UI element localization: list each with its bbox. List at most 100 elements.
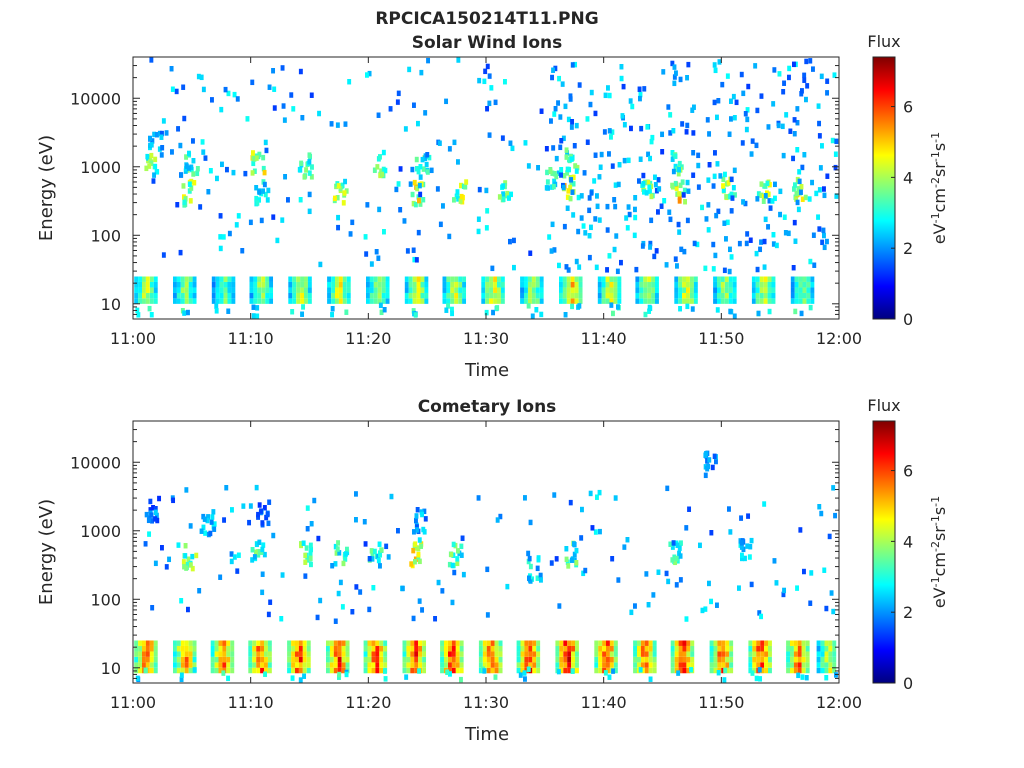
cluster-cell	[144, 511, 149, 518]
burst-cell	[575, 667, 579, 674]
burst-cell	[345, 651, 350, 657]
scatter-cell	[741, 90, 746, 97]
scatter-cell	[549, 118, 553, 124]
burst-cell	[458, 287, 463, 293]
cluster-cell	[420, 156, 425, 163]
burst-cell	[617, 282, 622, 288]
burst-cell	[786, 640, 791, 646]
burst-tail-cell	[411, 308, 416, 314]
burst-cell	[304, 292, 308, 299]
burst-cell	[424, 292, 429, 299]
burst-cell	[385, 298, 390, 304]
scatter-cell	[610, 129, 615, 135]
burst-cell	[768, 651, 772, 657]
cluster-cell	[678, 182, 683, 189]
burst-cell	[142, 292, 146, 299]
burst-cell	[173, 646, 177, 652]
burst-cell	[555, 662, 560, 668]
cluster-cell	[501, 191, 506, 197]
burst-cell	[832, 651, 837, 657]
y-tick-label: 10000	[70, 89, 121, 108]
burst-cell	[524, 651, 529, 657]
burst-cell	[500, 276, 505, 282]
burst-cell	[402, 651, 407, 657]
scatter-cell	[811, 232, 816, 238]
burst-tail-cell	[459, 676, 463, 683]
burst-cell	[215, 292, 220, 299]
burst-cell	[724, 282, 729, 288]
burst-cell	[173, 287, 177, 293]
burst-cell	[451, 651, 456, 657]
burst-cell	[574, 298, 579, 304]
scatter-cell	[568, 96, 573, 102]
scatter-cell	[737, 240, 742, 247]
burst-cell	[455, 662, 460, 668]
cluster-cell	[340, 182, 345, 189]
burst-cell	[383, 651, 388, 657]
cluster-cell	[569, 180, 574, 186]
burst-cell	[516, 656, 521, 663]
scatter-cell	[365, 72, 369, 78]
cluster-cell	[459, 182, 463, 189]
burst-cell	[287, 640, 292, 646]
burst-cell	[732, 276, 737, 282]
scatter-cell	[616, 181, 621, 188]
burst-cell	[375, 640, 380, 646]
scatter-cell	[569, 124, 574, 130]
burst-tail-cell	[446, 303, 451, 309]
scatter-cell	[607, 92, 612, 99]
scatter-cell	[201, 86, 206, 93]
scatter-cell	[654, 248, 659, 254]
burst-cell	[729, 662, 734, 668]
cluster-cell	[182, 199, 187, 206]
burst-cell	[655, 298, 659, 304]
cluster-cell	[262, 505, 267, 511]
burst-cell	[709, 656, 714, 663]
burst-cell	[329, 646, 334, 652]
scatter-cell	[187, 150, 191, 157]
burst-cell	[713, 287, 718, 293]
scatter-cell	[365, 202, 370, 208]
burst-cell	[498, 640, 503, 646]
burst-tail-cell	[808, 304, 813, 311]
burst-cell	[497, 298, 501, 304]
scatter-cell	[433, 616, 438, 622]
burst-cell	[717, 276, 721, 282]
burst-cell	[153, 298, 158, 304]
burst-cell	[751, 287, 756, 293]
cluster-cell	[759, 181, 764, 187]
burst-cell	[563, 662, 568, 668]
burst-cell	[371, 662, 376, 668]
burst-cell	[686, 282, 690, 288]
scatter-cell	[241, 503, 246, 509]
burst-cell	[231, 287, 236, 293]
scatter-cell	[792, 61, 796, 68]
burst-cell	[383, 662, 388, 668]
burst-cell	[790, 282, 795, 288]
scatter-cell	[236, 213, 241, 219]
scatter-cell	[149, 57, 154, 63]
burst-cell	[442, 292, 447, 299]
scatter-cell	[809, 570, 814, 576]
cluster-cell	[793, 182, 797, 188]
burst-cell	[528, 656, 533, 663]
burst-cell	[652, 662, 657, 668]
burst-cell	[605, 282, 610, 288]
cluster-cell	[309, 561, 313, 568]
burst-tail-cell	[796, 672, 801, 679]
cluster-cell	[673, 163, 678, 170]
scatter-cell	[729, 176, 734, 183]
burst-cell	[292, 298, 297, 304]
burst-cell	[302, 640, 307, 646]
scatter-cell	[617, 162, 622, 168]
burst-cell	[408, 276, 413, 282]
scatter-cell	[503, 79, 507, 85]
burst-cell	[298, 667, 303, 674]
burst-cell	[410, 640, 415, 646]
scatter-cell	[704, 216, 709, 222]
scatter-cell	[526, 550, 531, 557]
scatter-cell	[374, 249, 379, 255]
scatter-cell	[440, 588, 445, 594]
scatter-cell	[622, 544, 627, 550]
burst-cell	[369, 292, 374, 299]
